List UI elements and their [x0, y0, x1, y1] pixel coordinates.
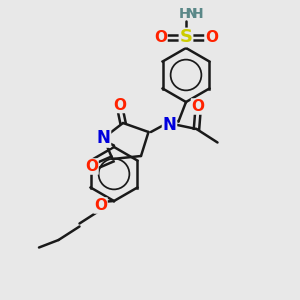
- Text: O: O: [154, 30, 167, 45]
- Text: H: H: [192, 7, 204, 21]
- Text: H: H: [179, 7, 190, 21]
- Text: N: N: [163, 116, 176, 134]
- Text: O: O: [205, 30, 218, 45]
- Text: N: N: [97, 129, 110, 147]
- Text: N: N: [186, 7, 197, 21]
- Text: O: O: [85, 159, 98, 174]
- Text: O: O: [94, 198, 107, 213]
- Text: O: O: [191, 99, 205, 114]
- Text: O: O: [113, 98, 127, 112]
- Text: S: S: [179, 28, 193, 46]
